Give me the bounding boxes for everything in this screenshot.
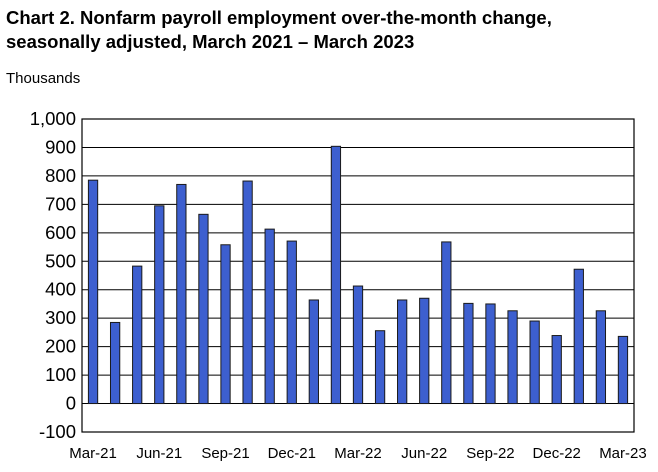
bar-Jun-21: [154, 205, 165, 405]
y-tick-label: 900: [45, 136, 76, 157]
bar-Aug-22: [463, 302, 474, 405]
bar-Jan-23: [573, 268, 584, 405]
y-tick-label: 700: [45, 193, 76, 214]
bar-Feb-23: [595, 310, 607, 405]
bar-Jun-22: [419, 297, 430, 405]
x-tick-label: Sep-21: [201, 445, 249, 462]
bar-Mar-23: [617, 335, 629, 405]
y-axis-unit-label: Thousands: [6, 70, 81, 87]
x-tick-label: Mar-22: [334, 445, 382, 462]
x-tick-label: Jun-21: [136, 445, 182, 462]
plot-border: [81, 118, 635, 433]
bar-May-21: [132, 265, 143, 405]
bar-Feb-22: [330, 145, 342, 405]
bar-Oct-22: [507, 310, 518, 405]
bar-Mar-22: [352, 285, 364, 405]
bar-Jul-21: [176, 183, 187, 405]
y-tick-label: 800: [45, 165, 76, 186]
y-tick-label: -100: [39, 421, 76, 442]
bar-Mar-21: [87, 179, 99, 405]
bar-Nov-22: [529, 320, 540, 405]
y-tick-label: 500: [45, 250, 76, 271]
chart-title: Chart 2. Nonfarm payroll employment over…: [6, 6, 656, 54]
bar-Apr-22: [374, 330, 386, 405]
x-tick-label: Mar-23: [599, 445, 647, 462]
bar-Nov-21: [264, 228, 275, 405]
bar-Sep-22: [485, 303, 496, 405]
x-tick-label: Dec-21: [268, 445, 316, 462]
y-tick-label: 600: [45, 222, 76, 243]
y-tick-label: 100: [45, 364, 76, 385]
bar-Jan-22: [308, 299, 319, 405]
bar-Aug-21: [198, 213, 209, 405]
bar-Jul-22: [441, 241, 452, 405]
bar-May-22: [397, 299, 408, 405]
y-tick-label: 300: [45, 307, 76, 328]
bar-Sep-21: [220, 244, 231, 405]
y-tick-label: 200: [45, 336, 76, 357]
x-tick-label: Dec-22: [533, 445, 581, 462]
x-tick-label: Jun-22: [401, 445, 447, 462]
x-tick-label: Mar-21: [69, 445, 117, 462]
bar-Apr-21: [109, 321, 121, 405]
y-tick-label: 400: [45, 279, 76, 300]
bar-Dec-21: [286, 240, 297, 405]
bar-Oct-21: [242, 180, 253, 405]
title-line-2: seasonally adjusted, March 2021 – March …: [6, 31, 415, 52]
bar-Dec-22: [551, 335, 562, 405]
x-tick-label: Sep-22: [466, 445, 514, 462]
title-line-1: Chart 2. Nonfarm payroll employment over…: [6, 7, 552, 28]
y-tick-label: 1,000: [30, 108, 76, 129]
y-tick-label: 0: [66, 393, 76, 414]
